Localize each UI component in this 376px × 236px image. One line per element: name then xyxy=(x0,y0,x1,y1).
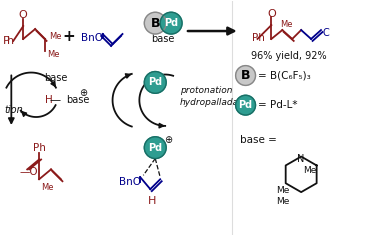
Text: Me: Me xyxy=(47,50,59,59)
Text: Me: Me xyxy=(276,198,289,206)
Text: base: base xyxy=(152,34,175,44)
Text: H: H xyxy=(148,196,156,206)
Text: Pd: Pd xyxy=(148,77,162,87)
Text: Pd: Pd xyxy=(148,143,162,153)
Text: O: O xyxy=(267,9,276,19)
Circle shape xyxy=(160,12,182,34)
Text: hydropalladation: hydropalladation xyxy=(180,98,256,107)
Text: h: h xyxy=(8,36,14,46)
Text: Ph: Ph xyxy=(33,143,45,153)
Circle shape xyxy=(144,137,166,159)
Text: H: H xyxy=(45,95,53,105)
Text: Pd: Pd xyxy=(238,100,253,110)
Text: protonation: protonation xyxy=(180,86,233,95)
Text: BnO: BnO xyxy=(81,33,103,43)
Text: +: + xyxy=(62,30,75,44)
Text: BnO: BnO xyxy=(118,177,141,187)
Text: —O: —O xyxy=(19,167,38,177)
Text: —: — xyxy=(49,95,61,105)
Text: B: B xyxy=(241,69,250,82)
Text: Me: Me xyxy=(280,20,293,29)
Text: N: N xyxy=(297,153,305,164)
Text: base: base xyxy=(44,73,68,84)
Text: Me: Me xyxy=(41,183,54,192)
Text: Ph: Ph xyxy=(252,33,264,43)
Circle shape xyxy=(144,72,166,93)
Text: tion: tion xyxy=(5,105,23,115)
Text: B: B xyxy=(150,17,160,30)
Circle shape xyxy=(236,95,256,115)
Text: Me: Me xyxy=(49,33,62,42)
Circle shape xyxy=(144,12,166,34)
Text: Pd: Pd xyxy=(164,18,178,28)
Circle shape xyxy=(236,66,256,85)
Text: base: base xyxy=(66,95,89,105)
Text: 96% yield, 92%: 96% yield, 92% xyxy=(252,51,327,61)
Text: Me: Me xyxy=(303,166,317,175)
Text: = Pd-L*: = Pd-L* xyxy=(258,100,298,110)
Text: ⊕: ⊕ xyxy=(164,135,172,145)
Text: P: P xyxy=(3,36,10,46)
Text: O: O xyxy=(19,10,27,20)
Text: Me: Me xyxy=(276,186,289,195)
Text: C: C xyxy=(323,28,330,38)
Text: base =: base = xyxy=(240,135,276,145)
Text: ⊕: ⊕ xyxy=(79,88,87,98)
Text: = B(C₆F₅)₃: = B(C₆F₅)₃ xyxy=(258,71,311,80)
